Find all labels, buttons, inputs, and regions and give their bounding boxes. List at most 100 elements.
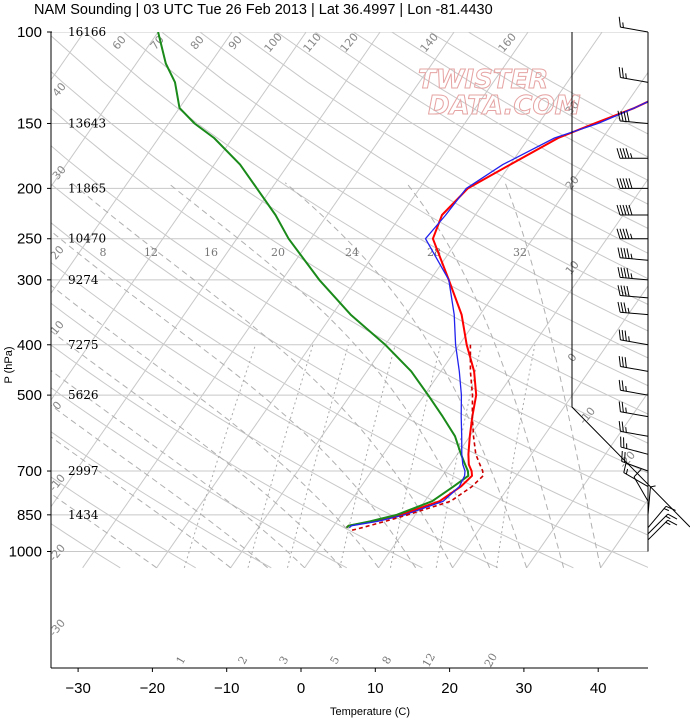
barb-feather [665,505,676,511]
barb-half-feather [650,485,656,488]
height-label: 2997 [68,464,99,478]
wind-barb [618,401,649,418]
plot-frame [50,31,690,669]
barb-feather [618,329,621,340]
wind-barb [618,420,649,437]
mixing-ratio-line [287,344,349,568]
dry-adiabat [51,70,648,444]
isotherm-line [600,498,648,569]
height-label: 10470 [68,232,106,246]
barb-feather [617,267,621,278]
dry-adiabat [51,476,196,569]
dry-adiabat [0,32,45,568]
barb-staff [647,486,651,515]
barb-half-feather [625,386,627,392]
height-label: 9274 [68,273,99,287]
parcel-line [351,344,484,531]
barb-feather [622,204,627,216]
dry-adiabat [276,32,648,254]
barb-feather [617,110,621,122]
isotherm-line [156,32,529,569]
height-label: 5626 [68,388,99,402]
mixing-ratio-label: 12 [144,246,158,259]
wind-barbs [616,16,678,552]
barb-staff [620,26,649,33]
barb-half-feather [625,407,627,413]
barb-feather [620,110,624,122]
barb-feather [621,356,624,368]
barb-feather [617,301,621,313]
sounding-series [157,32,648,531]
dry-adiabat [51,35,648,415]
wind-barb [617,285,649,299]
barb-staff [620,120,649,124]
watermark-text: DATA.COM [428,91,581,121]
moist-adiabat [51,230,417,569]
barb-staff [620,311,649,316]
barb-feather [628,204,633,216]
x-tick-label: 10 [367,680,384,697]
barb-feather [621,451,623,462]
barb-feather [620,285,624,296]
barb-staff [647,505,667,529]
virtual-temperature-line [348,100,648,529]
wind-barb [617,110,649,124]
mixing-ratio-line [435,344,482,568]
isotherm-label: 60 [110,33,129,52]
y-tick-label: 150 [17,115,42,132]
wind-barb [617,247,649,261]
isotherm-label: 30 [50,163,69,182]
dry-adiabat [51,387,348,569]
barb-staff [647,513,669,535]
barb-feather [625,178,630,189]
dry-adiabat [199,32,648,306]
dry-adiabat [51,145,648,505]
x-tick-label: −30 [65,680,90,697]
dry-adiabat [51,183,648,536]
height-label: 13643 [68,116,106,130]
isotherm-line [51,32,159,188]
barb-half-feather [665,515,671,520]
x-tick-label: 20 [441,680,458,697]
barb-feather [626,248,630,259]
barb-feather [616,228,621,239]
barb-staff [620,276,649,281]
x-tick-label: −20 [140,680,165,697]
barb-feather [622,178,627,189]
barb-feather [622,228,627,239]
barb-feather [624,330,627,342]
moist-adiabat [284,182,528,568]
y-tick-label: 500 [17,387,42,404]
isotherm-label: 40 [50,80,69,99]
y-tick-label: 300 [17,272,42,289]
y-tick-label: 850 [17,507,42,524]
isotherm-line [51,32,307,401]
mixing-ratio-line [496,344,536,568]
wind-barb [647,513,678,535]
barb-feather [617,247,621,258]
isotherm-label: -20 [47,542,69,564]
barb-feather [626,285,630,297]
barb-staff [620,365,649,372]
dry-adiabat [84,32,648,387]
x-axis-label: Temperature (C) [330,706,410,718]
wind-barb [618,379,649,396]
mixing-ratio-label: 20 [482,651,500,670]
isotherm-label: 160 [496,31,519,55]
mixing-ratio-label: 1 [174,654,189,667]
mixing-ratio-line [183,344,256,568]
barb-feather [619,148,624,159]
barb-staff [620,430,649,437]
barb-feather [626,111,630,122]
isotherm-line [230,32,603,569]
isotherm-line [51,32,381,508]
dry-adiabat [123,32,648,359]
mixing-ratio-label: 8 [380,654,395,667]
barb-feather [622,148,627,159]
moist-adiabat [51,436,231,569]
barb-feather [618,356,621,367]
height-labels: 16166 13643 11865 10470 9274 7275 5626 2997 1434 [68,25,106,522]
barb-half-feather [663,508,670,512]
